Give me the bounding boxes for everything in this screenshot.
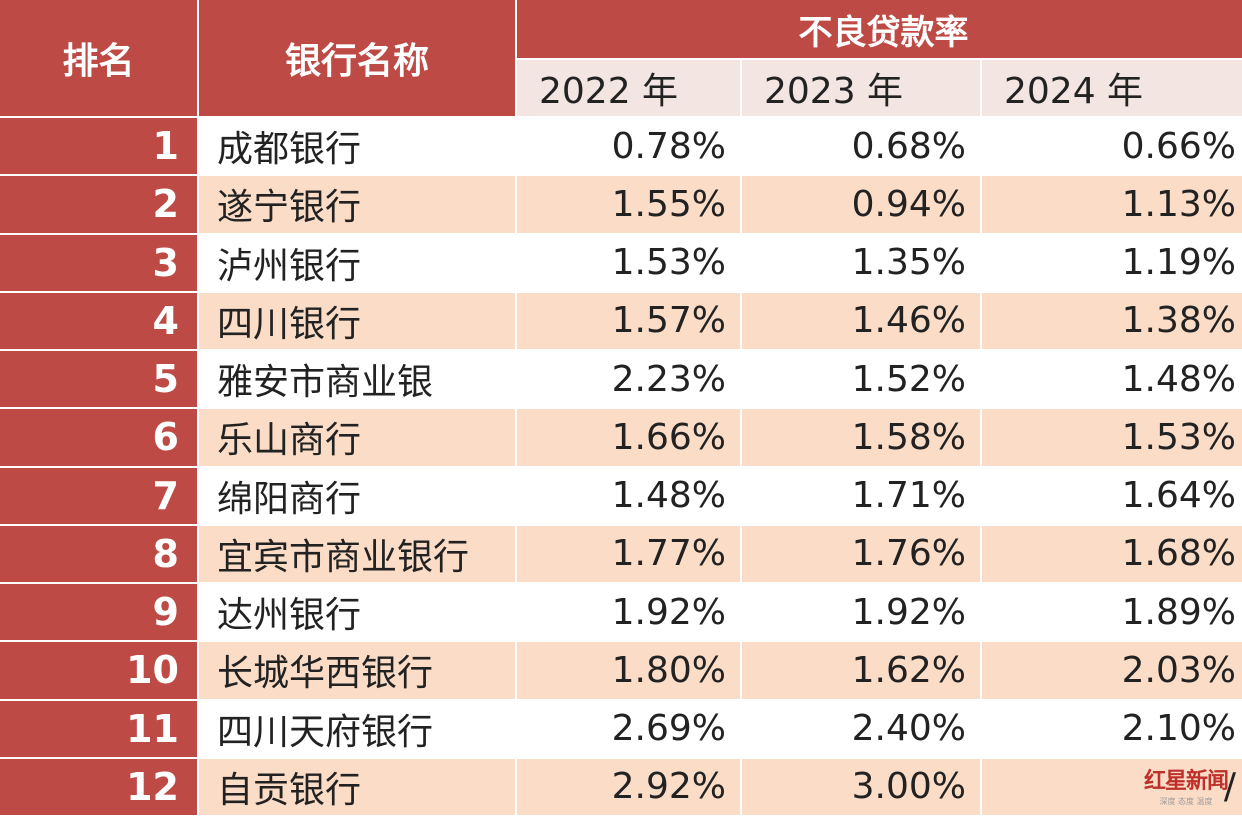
rank-cell: 6 bbox=[0, 409, 197, 468]
rank-cell: 8 bbox=[0, 525, 197, 584]
rank-cell: 5 bbox=[0, 351, 197, 410]
ratio-2022-cell: 0.78% bbox=[517, 118, 740, 177]
ratio-2023-cell: 1.46% bbox=[742, 292, 980, 351]
logo-slogan: 深度 态度 温度 bbox=[1159, 797, 1213, 806]
ratio-2022-cell: 1.80% bbox=[517, 642, 740, 701]
bank-name-cell: 绵阳商行 bbox=[199, 467, 515, 526]
rank-cell: 3 bbox=[0, 234, 197, 293]
rank-cell: 10 bbox=[0, 642, 197, 701]
ratio-2023-cell: 1.58% bbox=[742, 409, 980, 468]
header-npl-ratio: 不良贷款率 bbox=[517, 0, 1242, 60]
ratio-2023-cell: 1.35% bbox=[742, 234, 980, 293]
rank-cell: 1 bbox=[0, 118, 197, 177]
ratio-2022-cell: 1.53% bbox=[517, 234, 740, 293]
header-year-2023: 2023 年 bbox=[742, 60, 980, 118]
ratio-2024-cell: / bbox=[982, 758, 1242, 817]
ratio-2024-cell: 2.03% bbox=[982, 642, 1242, 701]
header-rank: 排名 bbox=[0, 0, 197, 118]
ratio-2023-cell: 1.76% bbox=[742, 525, 980, 584]
bank-name-cell: 泸州银行 bbox=[199, 234, 515, 293]
header-year-2022: 2022 年 bbox=[517, 60, 740, 118]
bank-name-cell: 遂宁银行 bbox=[199, 176, 515, 235]
rank-cell: 2 bbox=[0, 176, 197, 235]
ratio-2024-cell: 0.66% bbox=[982, 118, 1242, 177]
bank-name-cell: 宜宾市商业银行 bbox=[199, 525, 515, 584]
ratio-2023-cell: 1.92% bbox=[742, 584, 980, 643]
bank-name-cell: 成都银行 bbox=[199, 118, 515, 177]
header-year-2024: 2024 年 bbox=[982, 60, 1242, 118]
ratio-2022-cell: 2.69% bbox=[517, 700, 740, 759]
ratio-2023-cell: 0.68% bbox=[742, 118, 980, 177]
ratio-2023-cell: 1.52% bbox=[742, 351, 980, 410]
ratio-2024-cell: 1.89% bbox=[982, 584, 1242, 643]
red-star-news-logo: 红星新闻 深度 态度 温度 bbox=[1136, 760, 1236, 810]
ratio-2024-cell: 1.64% bbox=[982, 467, 1242, 526]
ratio-2022-cell: 1.92% bbox=[517, 584, 740, 643]
bank-name-cell: 达州银行 bbox=[199, 584, 515, 643]
ratio-2023-cell: 0.94% bbox=[742, 176, 980, 235]
bank-name-cell: 长城华西银行 bbox=[199, 642, 515, 701]
rank-cell: 4 bbox=[0, 292, 197, 351]
ratio-2022-cell: 1.66% bbox=[517, 409, 740, 468]
bank-name-cell: 乐山商行 bbox=[199, 409, 515, 468]
ratio-2023-cell: 2.40% bbox=[742, 700, 980, 759]
ratio-2024-cell: 1.13% bbox=[982, 176, 1242, 235]
bank-name-cell: 雅安市商业银 bbox=[199, 351, 515, 410]
ratio-2024-cell: 1.19% bbox=[982, 234, 1242, 293]
bank-name-cell: 四川天府银行 bbox=[199, 700, 515, 759]
rank-cell: 12 bbox=[0, 758, 197, 817]
ratio-2024-cell: 1.53% bbox=[982, 409, 1242, 468]
bank-name-cell: 自贡银行 bbox=[199, 758, 515, 817]
ratio-2024-cell: 1.48% bbox=[982, 351, 1242, 410]
ratio-2024-cell: 1.38% bbox=[982, 292, 1242, 351]
rank-cell: 7 bbox=[0, 467, 197, 526]
logo-text: 红星新闻 bbox=[1143, 768, 1229, 794]
rank-cell: 11 bbox=[0, 700, 197, 759]
ratio-2022-cell: 1.77% bbox=[517, 525, 740, 584]
ratio-2023-cell: 3.00% bbox=[742, 758, 980, 817]
ratio-2022-cell: 1.57% bbox=[517, 292, 740, 351]
ratio-2022-cell: 2.92% bbox=[517, 758, 740, 817]
ratio-2023-cell: 1.71% bbox=[742, 467, 980, 526]
ratio-2022-cell: 1.48% bbox=[517, 467, 740, 526]
header-bank-name: 银行名称 bbox=[199, 0, 515, 118]
ratio-2022-cell: 2.23% bbox=[517, 351, 740, 410]
rank-cell: 9 bbox=[0, 584, 197, 643]
bank-name-cell: 四川银行 bbox=[199, 292, 515, 351]
ratio-2024-cell: 2.10% bbox=[982, 700, 1242, 759]
ratio-2024-cell: 1.68% bbox=[982, 525, 1242, 584]
ratio-2023-cell: 1.62% bbox=[742, 642, 980, 701]
ratio-2022-cell: 1.55% bbox=[517, 176, 740, 235]
